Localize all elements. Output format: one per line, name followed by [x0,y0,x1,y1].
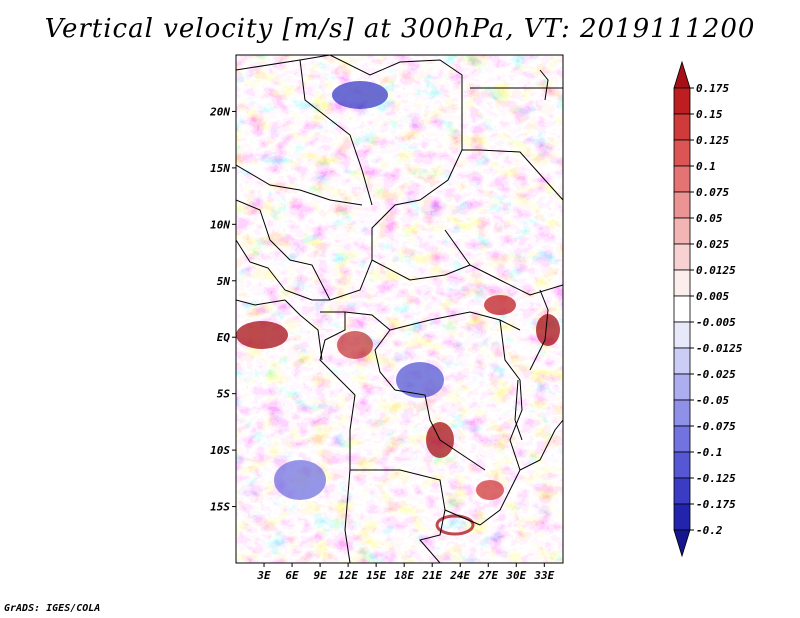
lon-tick-label: 33E [533,569,554,582]
colorbar-swatch [673,451,691,479]
colorbar-swatch [673,165,691,193]
colorbar-swatch [673,243,691,271]
colorbar-label: -0.05 [696,394,729,407]
lon-tick-label: 24E [449,569,470,582]
colorbar-swatch [673,347,691,375]
colorbar-label: -0.075 [696,420,736,433]
colorbar-swatch [673,425,691,453]
colorbar-swatch [673,477,691,505]
velocity-field [236,55,563,563]
colorbar-label: -0.0125 [696,342,743,355]
map-title: Vertical velocity [m/s] at 300hPa, VT: 2… [44,14,756,44]
longitude-axis: 3E 6E 9E 12E 15E 18E 21E 24E 27E 30E 33E [256,563,555,582]
colorbar-swatch [673,191,691,219]
colorbar-label: -0.125 [696,472,736,485]
lat-tick-label: 5N [217,275,231,288]
colorbar-label: -0.175 [696,498,736,511]
colorbar-label: 0.1 [696,160,716,173]
colorbar-label: 0.175 [696,82,729,95]
lon-tick-label: 21E [421,569,442,582]
colorbar-label: 0.15 [696,108,723,121]
colorbar-swatch [673,113,691,141]
colorbar-swatch [673,399,691,427]
colorbar-swatch [673,269,691,297]
borders [236,55,563,563]
lon-tick-label: 15E [366,569,386,582]
colorbar-top-arrow [673,60,691,89]
colorbar-swatch [673,217,691,245]
latitude-axis: 20N 15N 10N 5N EQ 5S 10S 15S [209,105,236,514]
lat-tick-label: 10N [210,218,230,231]
map-frame [235,54,564,564]
lat-tick-label: 5S [217,388,231,401]
colorbar-swatch [673,373,691,401]
lat-tick-label: 10S [210,444,230,457]
colorbar-bottom-arrow [673,529,691,558]
lon-tick-label: 3E [256,569,271,582]
lon-tick-label: 6E [285,569,299,582]
lon-tick-label: 27E [477,569,498,582]
colorbar-label: 0.025 [696,238,729,251]
lon-tick-label: 9E [313,569,327,582]
lat-tick-label: 20N [209,105,230,118]
colorbar-swatch [673,503,691,531]
lon-tick-label: 12E [338,569,358,582]
colorbar-label: 0.0125 [696,264,736,277]
colorbar: 0.175 0.15 0.125 0.1 0.075 0.05 0.025 0.0125 0.0… [673,60,743,558]
colorbar-swatch [673,321,691,349]
colorbar-label: -0.1 [696,446,723,459]
footer-credit: GrADS: IGES/COLA [4,603,101,614]
lon-tick-label: 18E [394,569,414,582]
colorbar-label: -0.025 [696,368,736,381]
colorbar-swatch [673,139,691,167]
colorbar-label: 0.125 [696,134,729,147]
colorbar-label: -0.2 [696,524,723,537]
colorbar-swatch [673,295,691,323]
colorbar-label: 0.005 [696,290,729,303]
colorbar-label: 0.05 [696,212,723,225]
colorbar-label: 0.075 [696,186,729,199]
lat-tick-label: 15S [210,501,230,514]
colorbar-swatch [673,87,691,115]
colorbar-label: -0.005 [696,316,736,329]
lon-tick-label: 30E [505,569,526,582]
lat-tick-label: 15N [210,162,230,175]
lat-tick-label: EQ [217,331,231,344]
